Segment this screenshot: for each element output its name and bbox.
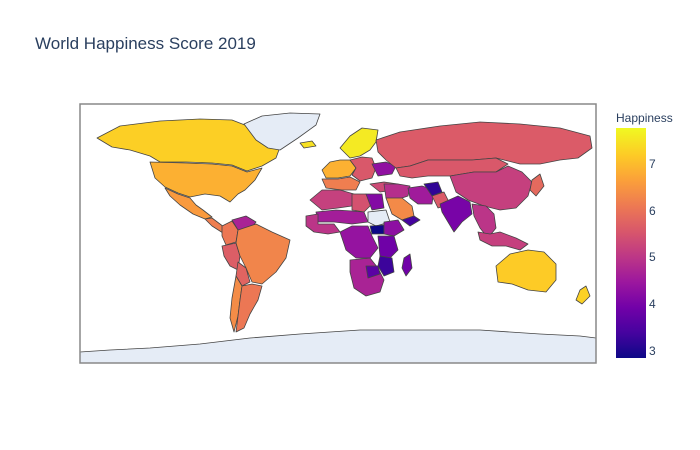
region-india[interactable]: India: [439, 195, 473, 233]
region-zimbabwe[interactable]: Zimbabwe: [365, 265, 381, 279]
region-iran[interactable]: Iran: [407, 185, 435, 205]
region-argentina[interactable]: Argentina: [235, 283, 263, 333]
region-southeast-asia[interactable]: Southeast Asia: [471, 203, 497, 239]
region-central-africa[interactable]: Central Africa: [339, 225, 379, 259]
region-madagascar[interactable]: Madagascar: [401, 253, 413, 277]
region-iceland[interactable]: Iceland: [299, 140, 317, 149]
colorbar-tick-label: 7: [649, 156, 656, 171]
colorbar-tick-label: 3: [649, 343, 656, 358]
region-south-sudan[interactable]: South Sudan: [369, 224, 385, 235]
colorbar-tick-label: 6: [649, 203, 656, 218]
region-canada[interactable]: Canada: [96, 118, 281, 172]
region-mexico[interactable]: Mexico: [164, 187, 213, 220]
colorbar-tick-label: 4: [649, 297, 656, 312]
colorbar-title: Happiness: [616, 111, 673, 125]
region-east-africa[interactable]: East Africa: [377, 235, 399, 259]
region-new-zealand[interactable]: New Zealand: [575, 285, 591, 305]
map-frame: [79, 103, 597, 364]
region-australia[interactable]: Australia: [495, 249, 557, 293]
region-japan[interactable]: Japan: [529, 173, 545, 197]
region-china[interactable]: China: [449, 165, 533, 211]
region-kazakhstan-mongolia[interactable]: Kazakhstan & Mongolia: [395, 157, 509, 179]
region-sahel[interactable]: Sahel: [315, 209, 369, 225]
region-bolivia[interactable]: Bolivia: [235, 261, 251, 287]
region-ethiopia[interactable]: Ethiopia: [383, 219, 405, 237]
region-ukraine[interactable]: Ukraine: [371, 161, 397, 177]
region-united-states[interactable]: United States: [149, 161, 263, 203]
region-afghanistan[interactable]: Afghanistan: [423, 181, 443, 197]
region-southern-europe[interactable]: Southern Europe: [321, 176, 361, 191]
region-yemen[interactable]: Yemen: [401, 215, 421, 227]
region-tanzania-malawi[interactable]: Tanzania & Malawi: [377, 255, 395, 277]
region-eastern-europe[interactable]: Eastern Europe: [349, 156, 377, 182]
region-antarctica[interactable]: Antarctica: [80, 329, 596, 363]
region-greenland[interactable]: Greenland: [243, 112, 321, 151]
page-title: World Happiness Score 2019: [35, 34, 256, 53]
region-libya[interactable]: Libya: [351, 193, 373, 213]
region-indonesia[interactable]: Indonesia: [477, 231, 529, 251]
region-brazil[interactable]: Brazil: [235, 223, 291, 285]
region-egypt[interactable]: Egypt: [365, 193, 385, 211]
colorbar-gradient: [616, 128, 646, 358]
colorbar-tick-label: 5: [649, 250, 656, 265]
